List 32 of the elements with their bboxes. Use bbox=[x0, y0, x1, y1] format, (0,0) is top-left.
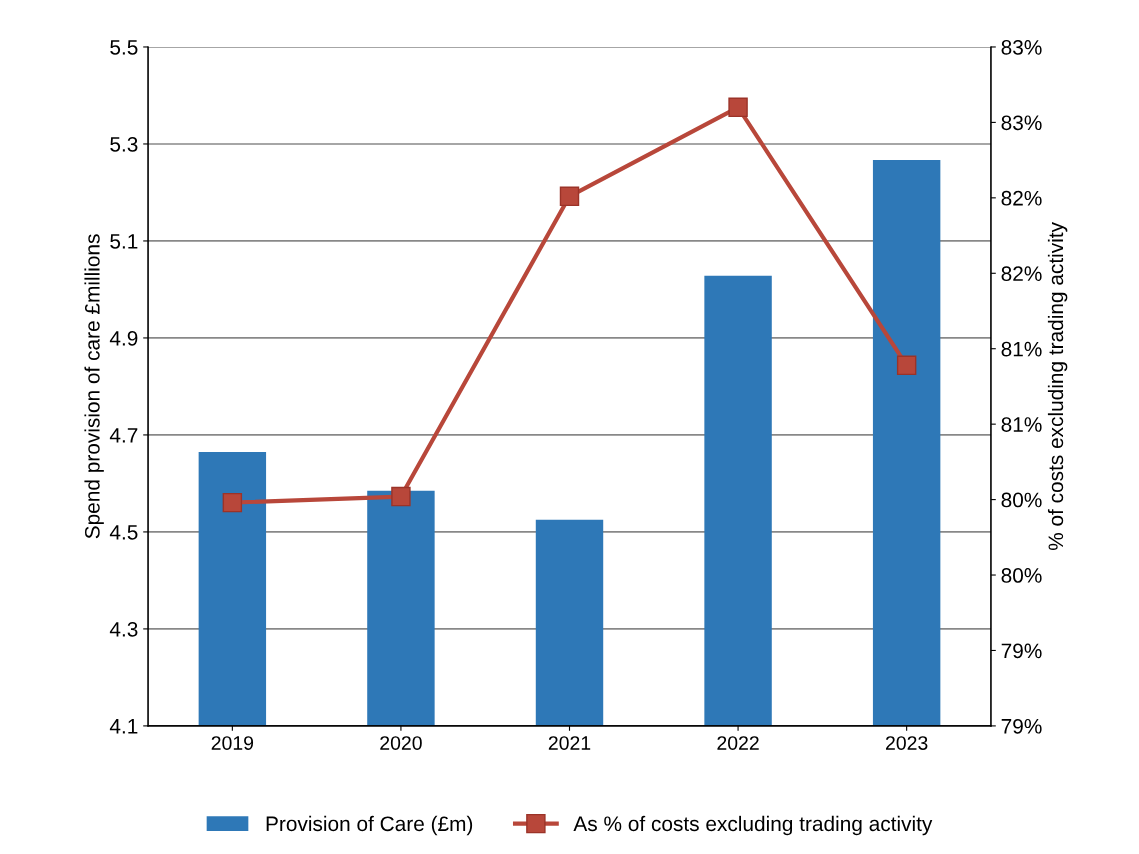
legend-label: As % of costs excluding trading activity bbox=[573, 815, 933, 836]
x-tick-label: 2020 bbox=[380, 736, 422, 750]
x-tick-label: 2019 bbox=[211, 736, 254, 750]
x-tick-label: 2023 bbox=[886, 736, 928, 750]
y2-tick-label: 83% bbox=[1001, 115, 1042, 131]
y2-tick-label: 83% bbox=[1001, 39, 1042, 55]
point bbox=[728, 97, 748, 118]
y-tick-label: 5.3 bbox=[110, 136, 138, 152]
y-axis-title: Spend provision of care £millions bbox=[84, 234, 104, 539]
y-tick-label: 5.5 bbox=[110, 40, 138, 55]
y2-tick-label: 82% bbox=[1001, 266, 1042, 282]
y-tick-label: 4.1 bbox=[109, 719, 138, 734]
x-tick-label: 2022 bbox=[717, 736, 759, 750]
y2-tick-label: 81% bbox=[1001, 417, 1042, 432]
y-tick-label: 5.1 bbox=[110, 234, 138, 249]
point bbox=[896, 355, 917, 376]
point bbox=[391, 486, 411, 507]
y2-tick-label: 80% bbox=[1001, 492, 1042, 508]
point bbox=[222, 492, 243, 513]
y2-tick-label: 79% bbox=[1001, 718, 1042, 734]
y-tick-label: 4.9 bbox=[109, 330, 138, 346]
y2-tick-label: 81% bbox=[1001, 341, 1042, 357]
y-tick-label: 4.3 bbox=[109, 621, 138, 637]
point bbox=[559, 186, 580, 207]
y-tick-label: 4.7 bbox=[109, 428, 138, 443]
y2-tick-label: 79% bbox=[1001, 643, 1042, 659]
legend-label: Provision of Care (£m) bbox=[266, 815, 473, 836]
y2-axis-title: % of costs excluding trading activity bbox=[1047, 222, 1068, 551]
y-tick-label: 4.5 bbox=[109, 525, 138, 540]
y2-tick-label: 80% bbox=[1001, 568, 1042, 583]
x-tick-label: 2021 bbox=[548, 736, 591, 750]
y2-tick-label: 82% bbox=[1001, 190, 1042, 206]
